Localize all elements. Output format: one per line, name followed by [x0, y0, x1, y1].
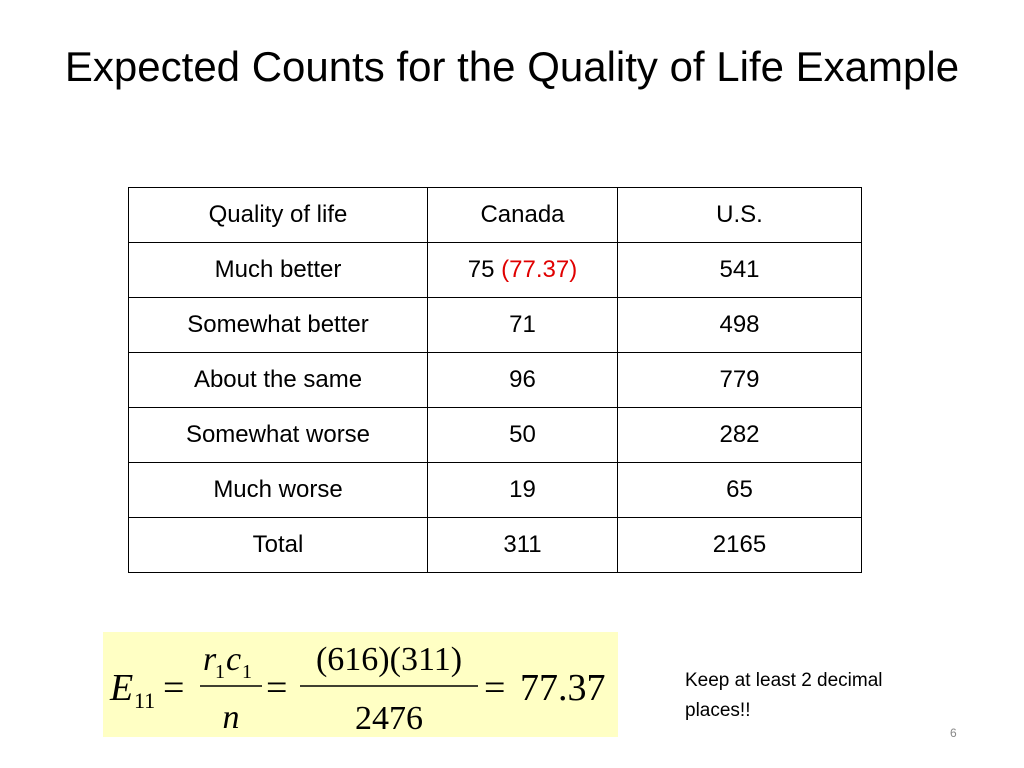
note: Keep at least 2 decimal places!!	[685, 670, 883, 721]
expected-count: (77.37)	[501, 256, 578, 283]
header-cell: Quality of life	[128, 187, 428, 243]
table-cell: 19	[427, 462, 618, 518]
row-label: Somewhat better	[128, 297, 428, 353]
table-cell: 541	[617, 242, 862, 298]
formula-text: r	[203, 641, 217, 678]
formula-text: E	[109, 667, 133, 709]
formula-text: (616)(311)	[316, 641, 462, 678]
table-cell: 498	[617, 297, 862, 353]
formula-text: 11	[134, 688, 155, 713]
formula-text: 1	[215, 661, 225, 683]
header-cell: U.S.	[617, 187, 862, 243]
observed-count: 75	[467, 256, 495, 283]
table-cell: 96	[427, 352, 618, 408]
table-cell: 50	[427, 407, 618, 463]
formula-text: =	[266, 667, 287, 709]
table-cell: 75 (77.37)	[427, 242, 618, 298]
formula-text: 1	[242, 661, 252, 683]
page-number: 6	[950, 726, 957, 740]
table-row: Much better 75 (77.37) 541	[128, 242, 862, 298]
formula-text: c	[226, 641, 241, 678]
formula-text: 2476	[355, 700, 423, 737]
table-row: Total 311 2165	[128, 517, 862, 573]
formula-text: n	[223, 699, 240, 736]
table-cell: 71	[427, 297, 618, 353]
table-body: Quality of life Canada U.S. Much better 75 (…	[128, 187, 862, 573]
formula-box	[103, 632, 618, 737]
data-table: Quality of life Canada U.S. Much better 75 (…	[128, 187, 862, 573]
table-row: Somewhat better 71 498	[128, 297, 862, 353]
table-cell: 2165	[617, 517, 862, 573]
row-label: Much worse	[128, 462, 428, 518]
table-cell: 311	[427, 517, 618, 573]
slide-title: Expected Counts for the Quality of Life …	[64, 43, 960, 90]
formula-text: =	[163, 667, 184, 709]
row-label: About the same	[128, 352, 428, 408]
formula-text: =	[484, 667, 505, 709]
table-row: Much worse 19 65	[128, 462, 862, 518]
row-label: Much better	[128, 242, 428, 298]
formula-text: 77.37	[520, 667, 606, 709]
